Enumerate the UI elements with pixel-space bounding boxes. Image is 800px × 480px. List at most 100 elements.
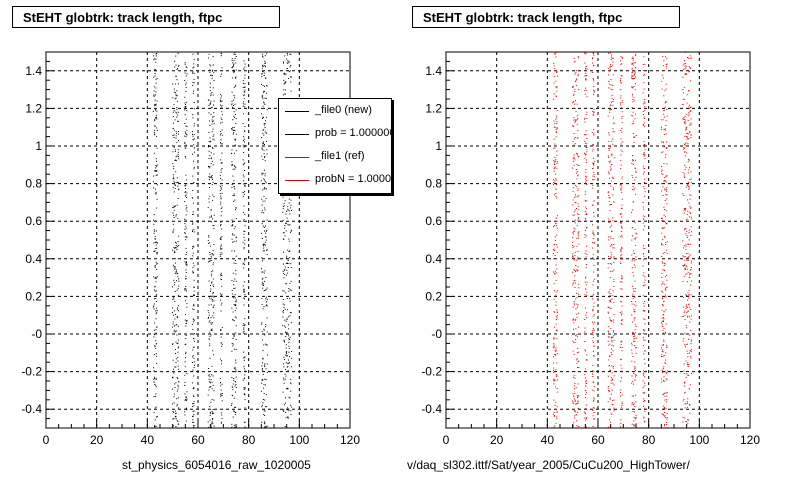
data-point <box>263 91 265 93</box>
data-point <box>687 402 688 404</box>
data-point <box>662 141 664 143</box>
data-point <box>556 227 558 229</box>
data-point <box>221 248 223 250</box>
data-point <box>553 120 555 122</box>
data-point <box>283 377 285 379</box>
data-point <box>613 278 615 280</box>
data-point <box>631 402 633 404</box>
data-point <box>553 170 555 172</box>
data-point <box>633 336 635 337</box>
data-point <box>233 95 235 97</box>
data-point <box>608 172 610 174</box>
data-point <box>221 105 223 107</box>
data-point <box>585 52 587 54</box>
data-point <box>584 93 586 95</box>
data-point <box>610 109 612 111</box>
data-point <box>234 117 235 118</box>
data-point <box>661 190 663 192</box>
data-point <box>178 407 179 409</box>
data-point <box>689 198 691 200</box>
data-point <box>291 406 293 408</box>
data-point <box>683 333 685 335</box>
data-point <box>683 337 685 339</box>
data-point <box>287 258 289 260</box>
data-point <box>689 321 691 323</box>
data-point <box>286 274 287 276</box>
data-point <box>233 367 235 369</box>
data-point <box>235 150 237 152</box>
data-point <box>576 154 578 156</box>
data-point <box>210 94 212 96</box>
data-point <box>593 241 595 243</box>
data-point <box>231 219 233 221</box>
data-point <box>686 295 688 296</box>
data-point <box>574 159 576 161</box>
data-point <box>234 278 236 280</box>
data-point <box>631 211 633 213</box>
data-point <box>288 298 290 300</box>
data-point <box>232 319 234 321</box>
data-point <box>620 185 622 187</box>
data-point <box>155 220 157 222</box>
data-point <box>631 114 633 116</box>
data-point <box>263 384 265 386</box>
data-point <box>577 361 579 363</box>
data-point <box>612 61 614 63</box>
data-point <box>573 227 575 229</box>
data-point <box>611 372 613 374</box>
data-point <box>635 237 637 239</box>
data-point <box>193 182 194 184</box>
data-point <box>156 252 158 254</box>
data-point <box>644 191 646 193</box>
data-point <box>573 318 575 320</box>
data-point <box>556 123 558 125</box>
data-point <box>578 88 580 90</box>
x-tick-label: 100 <box>689 433 709 447</box>
data-point <box>186 398 188 400</box>
data-point <box>175 358 177 360</box>
data-point <box>288 324 290 326</box>
data-point <box>207 421 209 423</box>
data-point <box>233 60 235 62</box>
data-point <box>608 197 610 199</box>
data-point <box>243 211 244 213</box>
data-point <box>286 353 288 355</box>
data-point <box>686 253 688 255</box>
data-point <box>184 143 186 144</box>
data-point <box>173 110 175 112</box>
data-point <box>613 345 615 347</box>
data-point <box>213 312 215 314</box>
data-point <box>261 113 263 115</box>
data-point <box>261 331 263 333</box>
data-point <box>184 106 186 107</box>
data-point <box>661 369 663 371</box>
data-point <box>592 258 594 260</box>
data-point <box>574 103 576 105</box>
data-point <box>220 75 222 77</box>
data-point <box>578 237 579 239</box>
data-point <box>620 60 622 62</box>
data-point <box>573 302 575 304</box>
data-point <box>611 154 613 155</box>
data-point <box>211 411 213 412</box>
data-point <box>665 249 667 251</box>
data-point <box>173 247 175 248</box>
data-point <box>685 67 687 69</box>
data-point <box>185 194 187 196</box>
data-point <box>578 57 580 59</box>
data-point <box>193 265 195 267</box>
data-point <box>266 132 267 134</box>
data-point <box>574 91 576 92</box>
data-point <box>243 233 245 235</box>
data-point <box>631 349 633 351</box>
data-point <box>231 225 233 227</box>
data-point <box>584 319 586 320</box>
data-point <box>635 113 636 115</box>
data-point <box>289 66 291 68</box>
data-point <box>634 266 636 268</box>
data-point <box>266 254 268 256</box>
data-point <box>153 134 155 136</box>
data-point <box>154 286 156 288</box>
data-point <box>234 368 236 370</box>
data-point <box>234 413 236 415</box>
